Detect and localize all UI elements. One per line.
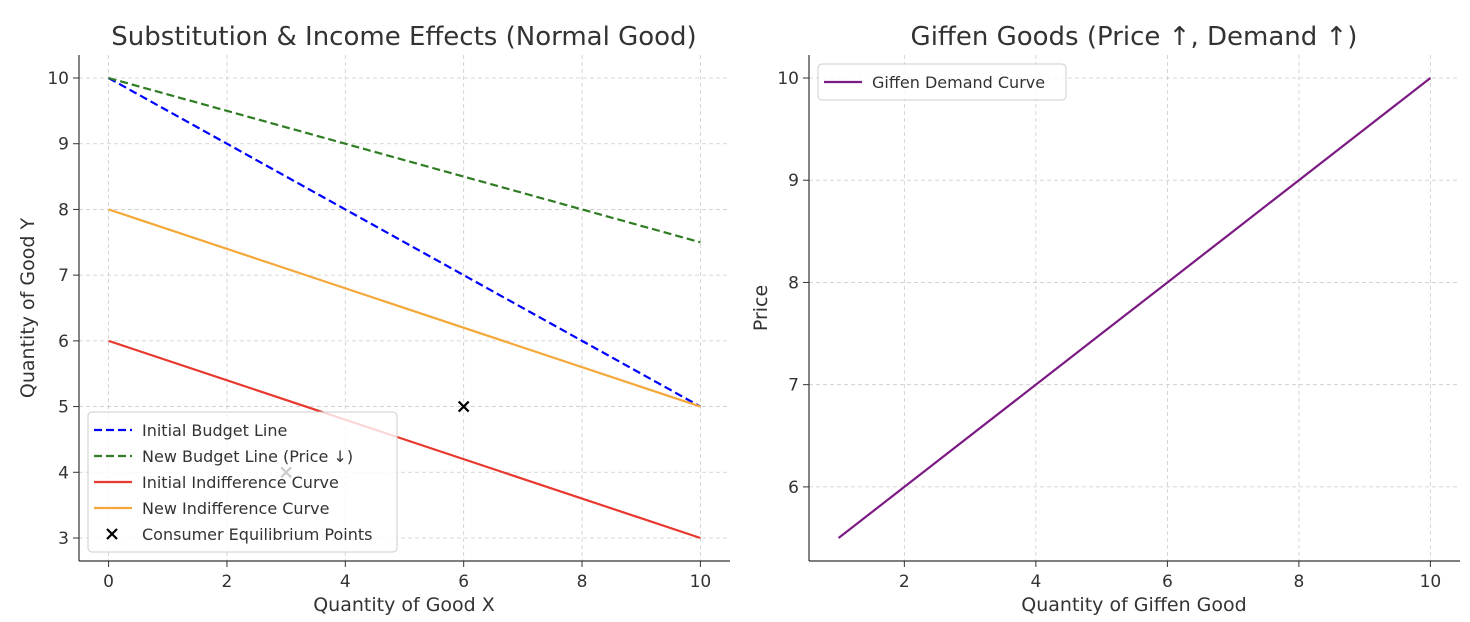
legend-entry: New Indifference Curve xyxy=(142,499,329,518)
y-axis-label: Quantity of Good Y xyxy=(17,218,39,399)
x-tick-label: 10 xyxy=(690,572,712,592)
y-tick-label: 8 xyxy=(788,273,799,293)
y-tick-label: 6 xyxy=(58,332,69,352)
x-tick-label: 6 xyxy=(1162,572,1173,592)
y-tick-label: 9 xyxy=(788,171,799,191)
y-tick-label: 9 xyxy=(58,135,69,155)
y-axis-label: Price xyxy=(750,285,772,331)
legend-box xyxy=(817,63,1067,101)
equilibrium-point xyxy=(457,400,470,413)
x-tick-label: 10 xyxy=(1420,572,1442,592)
legend-entry: Consumer Equilibrium Points xyxy=(142,525,372,544)
y-tick-label: 6 xyxy=(788,478,799,498)
x-axis-label: Quantity of Good X xyxy=(313,594,495,616)
x-tick-label: 8 xyxy=(577,572,588,592)
y-tick-label: 7 xyxy=(788,376,799,396)
y-tick-label: 10 xyxy=(47,69,69,89)
chart-substitution-income: Substitution & Income Effects (Normal Go… xyxy=(17,22,730,616)
legend-entry: New Budget Line (Price ↓) xyxy=(142,447,353,466)
chart-giffen-goods: Giffen Goods (Price ↑, Demand ↑) Quantit… xyxy=(750,22,1460,616)
y-tick-label: 3 xyxy=(58,529,69,549)
x-axis-label: Quantity of Giffen Good xyxy=(1021,594,1246,616)
legend-marker-x-icon xyxy=(106,528,118,540)
y-tick-label: 7 xyxy=(58,266,69,286)
series-line-3 xyxy=(108,208,701,408)
x-tick-label: 4 xyxy=(340,572,351,592)
series-line-0 xyxy=(837,77,1432,539)
legend-box xyxy=(87,411,398,553)
y-tick-label: 4 xyxy=(58,463,69,483)
chart-title: Giffen Goods (Price ↑, Demand ↑) xyxy=(911,22,1358,52)
legend-entry: Giffen Demand Curve xyxy=(872,73,1045,92)
y-tick-label: 10 xyxy=(777,69,799,89)
series-line-0 xyxy=(108,77,701,408)
legend-entry: Initial Budget Line xyxy=(142,421,287,440)
legend-entry: Initial Indifference Curve xyxy=(142,473,339,492)
y-tick-label: 8 xyxy=(58,200,69,220)
series-line-2 xyxy=(108,339,701,540)
series-line-1 xyxy=(108,76,701,244)
x-tick-label: 0 xyxy=(103,572,114,592)
x-tick-label: 2 xyxy=(899,572,910,592)
x-tick-label: 6 xyxy=(458,572,469,592)
x-tick-label: 4 xyxy=(1030,572,1041,592)
y-tick-label: 5 xyxy=(58,398,69,418)
chart-title: Substitution & Income Effects (Normal Go… xyxy=(111,22,696,52)
x-tick-label: 2 xyxy=(222,572,233,592)
x-tick-label: 8 xyxy=(1293,572,1304,592)
